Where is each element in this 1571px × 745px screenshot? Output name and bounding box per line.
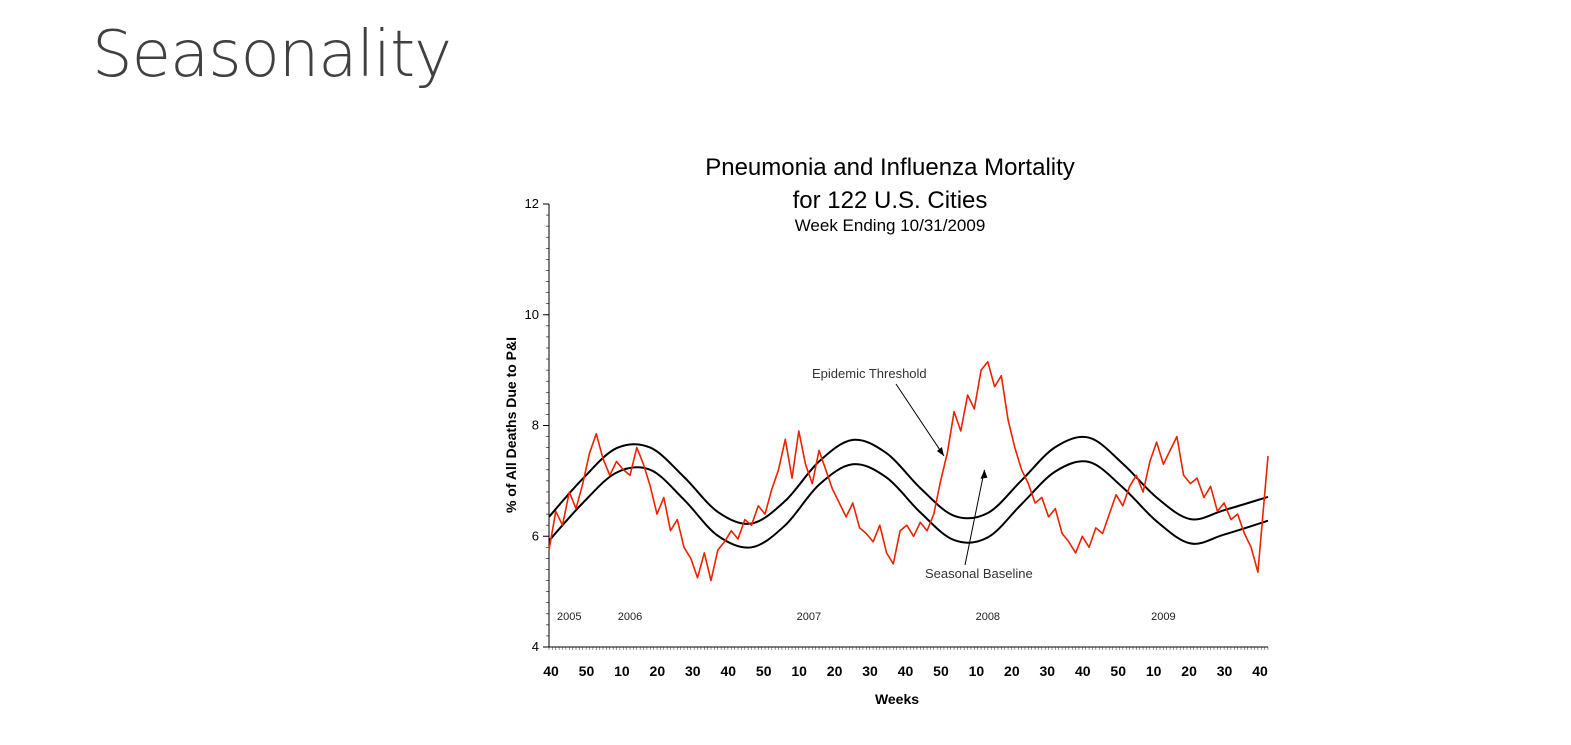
annotation-arrow-baseline (964, 469, 985, 566)
series-layer (548, 361, 1269, 582)
chart-subtitle: Week Ending 10/31/2009 (795, 216, 986, 235)
series-line-baseline (548, 460, 1269, 549)
x-tick-label: 50 (1110, 663, 1126, 679)
axes: 4 6 8 10 12 40 50 10 20 30 40 50 10 20 30 40 50 10 20 30 40 5… (525, 196, 1269, 679)
series-line-threshold (548, 435, 1269, 525)
year-label: 2007 (797, 611, 821, 623)
x-tick-label: 10 (1146, 663, 1162, 679)
x-axis-label: Weeks (875, 691, 919, 707)
y-tick-label: 8 (532, 418, 539, 433)
series-line-observed (548, 361, 1269, 582)
year-label: 2009 (1151, 611, 1175, 623)
x-tick-label: 40 (1075, 663, 1091, 679)
x-tick-label: 20 (650, 663, 666, 679)
x-tick-label: 50 (579, 663, 595, 679)
annotation-arrow-threshold (895, 383, 945, 457)
x-tick-label: 40 (1252, 663, 1268, 679)
x-tick-label: 10 (969, 663, 985, 679)
annotation-epidemic-threshold: Epidemic Threshold (812, 366, 927, 381)
year-label: 2006 (618, 611, 642, 623)
x-tick-label: 30 (685, 663, 701, 679)
y-axis-label: % of All Deaths Due to P&I (503, 337, 519, 513)
annotation-arrowhead-baseline (980, 469, 988, 479)
labels-layer: 2005 2006 2007 2008 2009 Epidemic Threshold Se… (557, 366, 1176, 623)
x-tick-label: 40 (898, 663, 914, 679)
y-tick-label: 10 (525, 307, 539, 322)
x-tick-label: 20 (827, 663, 843, 679)
year-label: 2008 (976, 611, 1000, 623)
x-tick-label: 40 (543, 663, 559, 679)
x-tick-label: 30 (1040, 663, 1056, 679)
x-tick-label: 20 (1181, 663, 1197, 679)
x-tick-label: 40 (720, 663, 736, 679)
x-tick-label: 20 (1004, 663, 1020, 679)
slide-title: Seasonality (92, 18, 452, 92)
x-tick-label: 50 (933, 663, 949, 679)
x-tick-label: 10 (614, 663, 630, 679)
x-tick-label: 10 (791, 663, 807, 679)
y-tick-label: 6 (532, 528, 539, 543)
x-tick-label: 50 (756, 663, 772, 679)
y-tick-label: 12 (525, 196, 539, 211)
year-label: 2005 (557, 611, 581, 623)
annotation-arrowhead-threshold (936, 446, 944, 456)
x-tick-label: 30 (1217, 663, 1233, 679)
y-tick-label: 4 (532, 639, 539, 654)
chart-title-line2: for 122 U.S. Cities (793, 187, 988, 214)
chart-title: Pneumonia and Influenza Mortality (705, 154, 1075, 181)
x-tick-label: 30 (862, 663, 878, 679)
annotation-seasonal-baseline: Seasonal Baseline (925, 566, 1033, 581)
